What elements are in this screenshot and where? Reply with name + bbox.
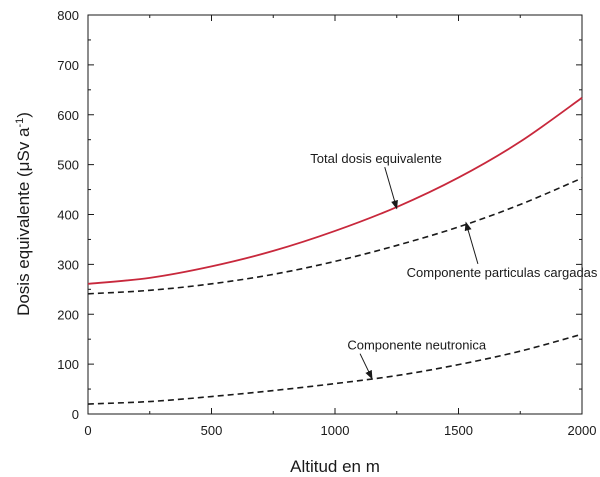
y-tick-label: 500 — [57, 158, 79, 173]
y-tick-label: 200 — [57, 307, 79, 322]
annotations: Total dosis equivalente Componente partic… — [310, 151, 598, 380]
y-tick-label: 800 — [57, 8, 79, 23]
x-axis-title: Altitud en m — [290, 457, 380, 476]
x-tick-label: 500 — [201, 423, 223, 438]
y-tick-label: 0 — [72, 407, 79, 422]
y-axis-title-exponent: -1 — [14, 118, 26, 128]
axis-ticks: 0 500 1000 1500 2000 0 100 200 300 400 500 600 700 80… — [57, 8, 596, 438]
x-tick-label: 1000 — [321, 423, 350, 438]
series-line-componente-particulas-cargadas — [87, 177, 583, 295]
x-tick-label: 0 — [84, 423, 91, 438]
y-tick-label: 100 — [57, 357, 79, 372]
annotation-label: Componente neutronica — [347, 338, 487, 353]
y-axis-title-main: Dosis equivalente (μSv a — [14, 127, 33, 316]
annotation-label: Total dosis equivalente — [310, 151, 442, 166]
y-tick-label: 300 — [57, 257, 79, 272]
annotation-label: Componente particulas cargadas — [407, 265, 598, 280]
series-line-componente-neutronica — [87, 333, 583, 405]
y-tick-label: 600 — [57, 108, 79, 123]
annotation-arrow — [359, 353, 373, 380]
x-tick-label: 2000 — [568, 423, 597, 438]
y-tick-label: 400 — [57, 208, 79, 223]
y-axis-title: Dosis equivalente (μSv a-1) — [14, 112, 33, 316]
y-axis-title-close: ) — [14, 112, 33, 118]
series-line-total-dosis-equivalente — [87, 97, 583, 285]
annotation-arrow — [464, 221, 479, 264]
x-tick-label: 1500 — [444, 423, 473, 438]
y-tick-label: 700 — [57, 58, 79, 73]
series-lines — [87, 97, 583, 405]
annotation-arrow — [384, 166, 398, 210]
